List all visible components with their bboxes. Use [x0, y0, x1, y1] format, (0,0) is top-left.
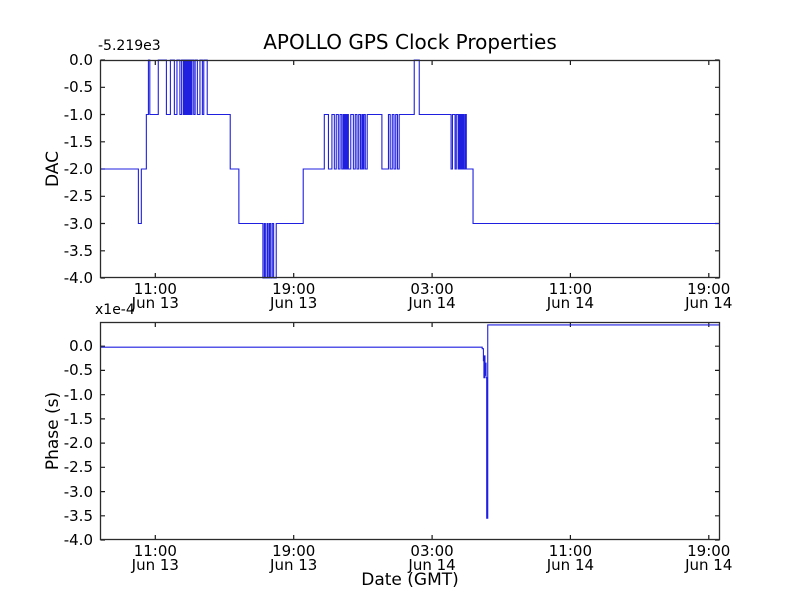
x-tick-label: 03:00 Jun 14: [408, 280, 456, 312]
y-tick-label: -2.5: [63, 458, 93, 477]
y-tick-label: -0.5: [63, 361, 93, 380]
x-tick-label: 03:00 Jun 14: [408, 542, 456, 574]
x-tick-label: 19:00 Jun 14: [685, 280, 733, 312]
plot-canvas: [99, 59, 721, 279]
y-tick-label: -3.0: [63, 482, 93, 501]
y-tick-label: -1.0: [63, 105, 93, 124]
y-tick-label: -4.0: [63, 269, 93, 287]
x-axis-label: Date (GMT): [361, 570, 459, 590]
x-tick-label: 19:00 Jun 14: [685, 542, 733, 574]
x-tick-label: 11:00 Jun 13: [131, 280, 179, 312]
y-tick-label: 0.0: [69, 337, 93, 356]
phase-subplot: [99, 321, 721, 541]
y-tick-label: 0.0: [69, 51, 93, 69]
chart-title: APOLLO GPS Clock Properties: [263, 30, 557, 54]
phase-axis-offset-text: x1e-4: [95, 302, 135, 318]
plot-canvas: [99, 321, 721, 541]
y-tick-label: -3.5: [63, 506, 93, 525]
dac-axis-offset-text: -5.219e3: [98, 38, 161, 54]
y-tick-label: -1.0: [63, 385, 93, 404]
data-line: [100, 324, 720, 519]
axes-spines: [99, 59, 721, 279]
y-tick-label: -2.0: [63, 160, 93, 178]
y-tick-label: -4.0: [63, 531, 93, 549]
tick-marks: [100, 322, 720, 541]
x-tick-label: 11:00 Jun 13: [131, 542, 179, 574]
y-tick-label: -1.5: [63, 132, 93, 151]
y-tick-label: -3.5: [63, 241, 93, 260]
y-tick-label: -3.0: [63, 214, 93, 233]
x-tick-label: 19:00 Jun 13: [270, 280, 318, 312]
y-tick-label: -2.5: [63, 187, 93, 206]
x-tick-label: 11:00 Jun 14: [546, 542, 595, 574]
x-tick-label: 11:00 Jun 14: [546, 280, 595, 312]
axes-spines: [99, 321, 721, 541]
y-tick-label: -2.0: [63, 434, 93, 453]
y-tick-label: -0.5: [63, 78, 93, 97]
x-tick-label: 19:00 Jun 13: [270, 542, 318, 574]
data-line: [100, 59, 720, 279]
dac-subplot: [99, 59, 721, 279]
y-tick-label: -1.5: [63, 409, 93, 428]
